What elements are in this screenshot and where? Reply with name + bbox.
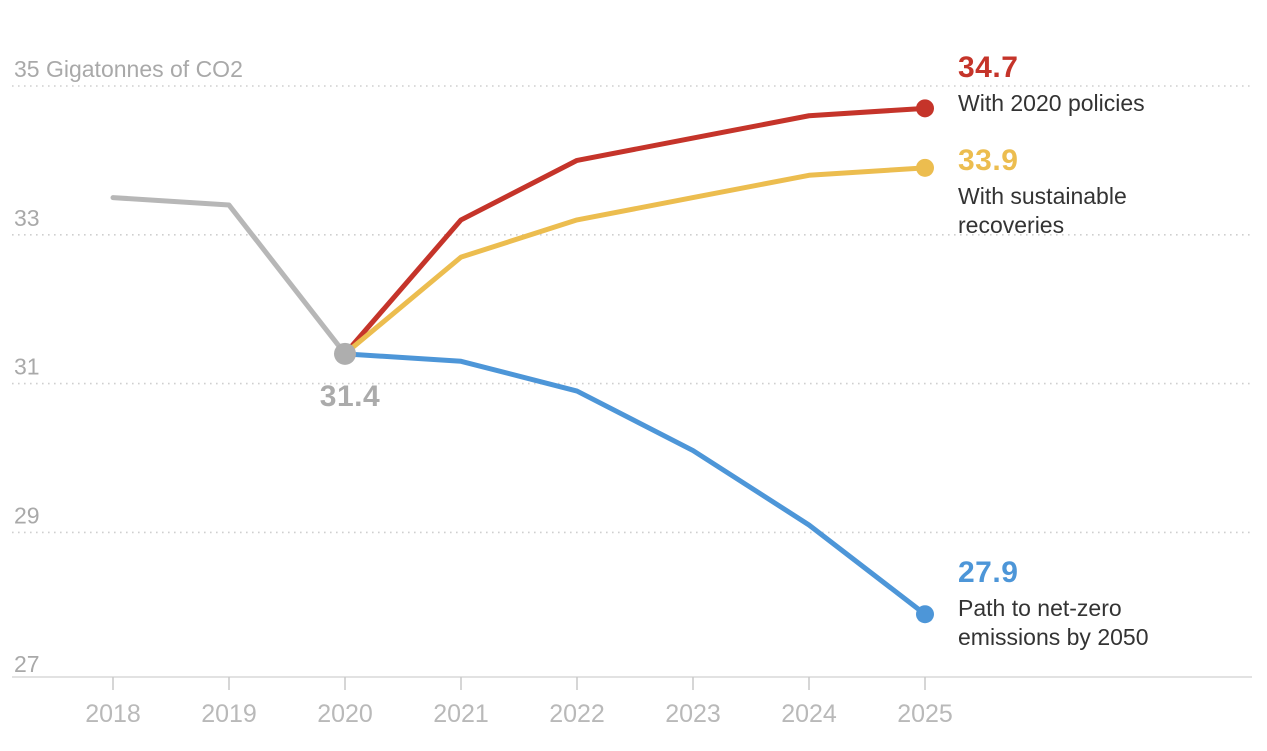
y-axis-label-35: 35 Gigatonnes of CO2 <box>14 56 243 82</box>
annotation-2020-start: 31.4 <box>300 377 400 414</box>
annotation-sustainable-recoveries: 33.9 With sustainable recoveries <box>958 145 1198 240</box>
series-line-historical <box>110 195 348 357</box>
end-dot-with-2020-policies <box>916 99 934 118</box>
x-axis-label-2019: 2019 <box>201 700 257 728</box>
y-axis-label-31: 31 <box>14 354 40 380</box>
x-axis-label-2022: 2022 <box>549 700 605 728</box>
y-axis-label-29: 29 <box>14 502 40 528</box>
x-axis-label-2021: 2021 <box>433 700 489 728</box>
series-line-with-sustainable-recoveries <box>342 165 928 357</box>
annotation-with-2020-policies: 34.7 With 2020 policies <box>958 52 1145 118</box>
y-axis-label-33: 33 <box>14 205 40 231</box>
annotation-net-zero-path-label: Path to net-zero emissions by 2050 <box>958 594 1149 650</box>
x-axis-label-2025: 2025 <box>897 700 953 728</box>
y-axis-label-27: 27 <box>14 651 40 677</box>
x-axis-label-2018: 2018 <box>85 700 141 728</box>
annotation-2020-start-value: 31.4 <box>319 380 381 413</box>
x-axis-label-2020: 2020 <box>317 700 373 728</box>
end-dot-with-sustainable-recoveries <box>916 158 934 177</box>
series-line-path-to-net-zero-emissions-by-2050 <box>342 351 928 617</box>
annotation-net-zero-path: 27.9 Path to net-zero emissions by 2050 <box>958 557 1210 652</box>
annotation-net-zero-path-value: 27.9 <box>958 556 1019 589</box>
annotation-with-2020-policies-value: 34.7 <box>958 51 1019 84</box>
series-line-with-2020-policies <box>342 105 928 357</box>
end-dot-historical <box>334 342 356 365</box>
annotation-with-2020-policies-label: With 2020 policies <box>958 89 1145 116</box>
x-axis-label-2024: 2024 <box>781 700 837 728</box>
annotation-sustainable-recoveries-value: 33.9 <box>958 144 1019 177</box>
end-dot-path-to-net-zero-emissions-by-2050 <box>916 605 934 624</box>
annotation-sustainable-recoveries-label: With sustainable recoveries <box>958 182 1127 238</box>
x-axis-label-2023: 2023 <box>665 700 721 728</box>
